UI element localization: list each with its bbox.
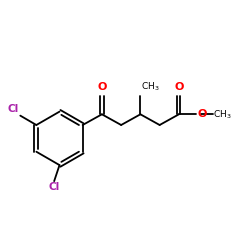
- Text: O: O: [174, 82, 184, 92]
- Text: O: O: [197, 109, 206, 119]
- Text: Cl: Cl: [8, 104, 19, 114]
- Text: O: O: [97, 82, 106, 92]
- Text: Cl: Cl: [48, 182, 60, 192]
- Text: CH$_3$: CH$_3$: [142, 80, 160, 93]
- Text: CH$_3$: CH$_3$: [214, 108, 232, 120]
